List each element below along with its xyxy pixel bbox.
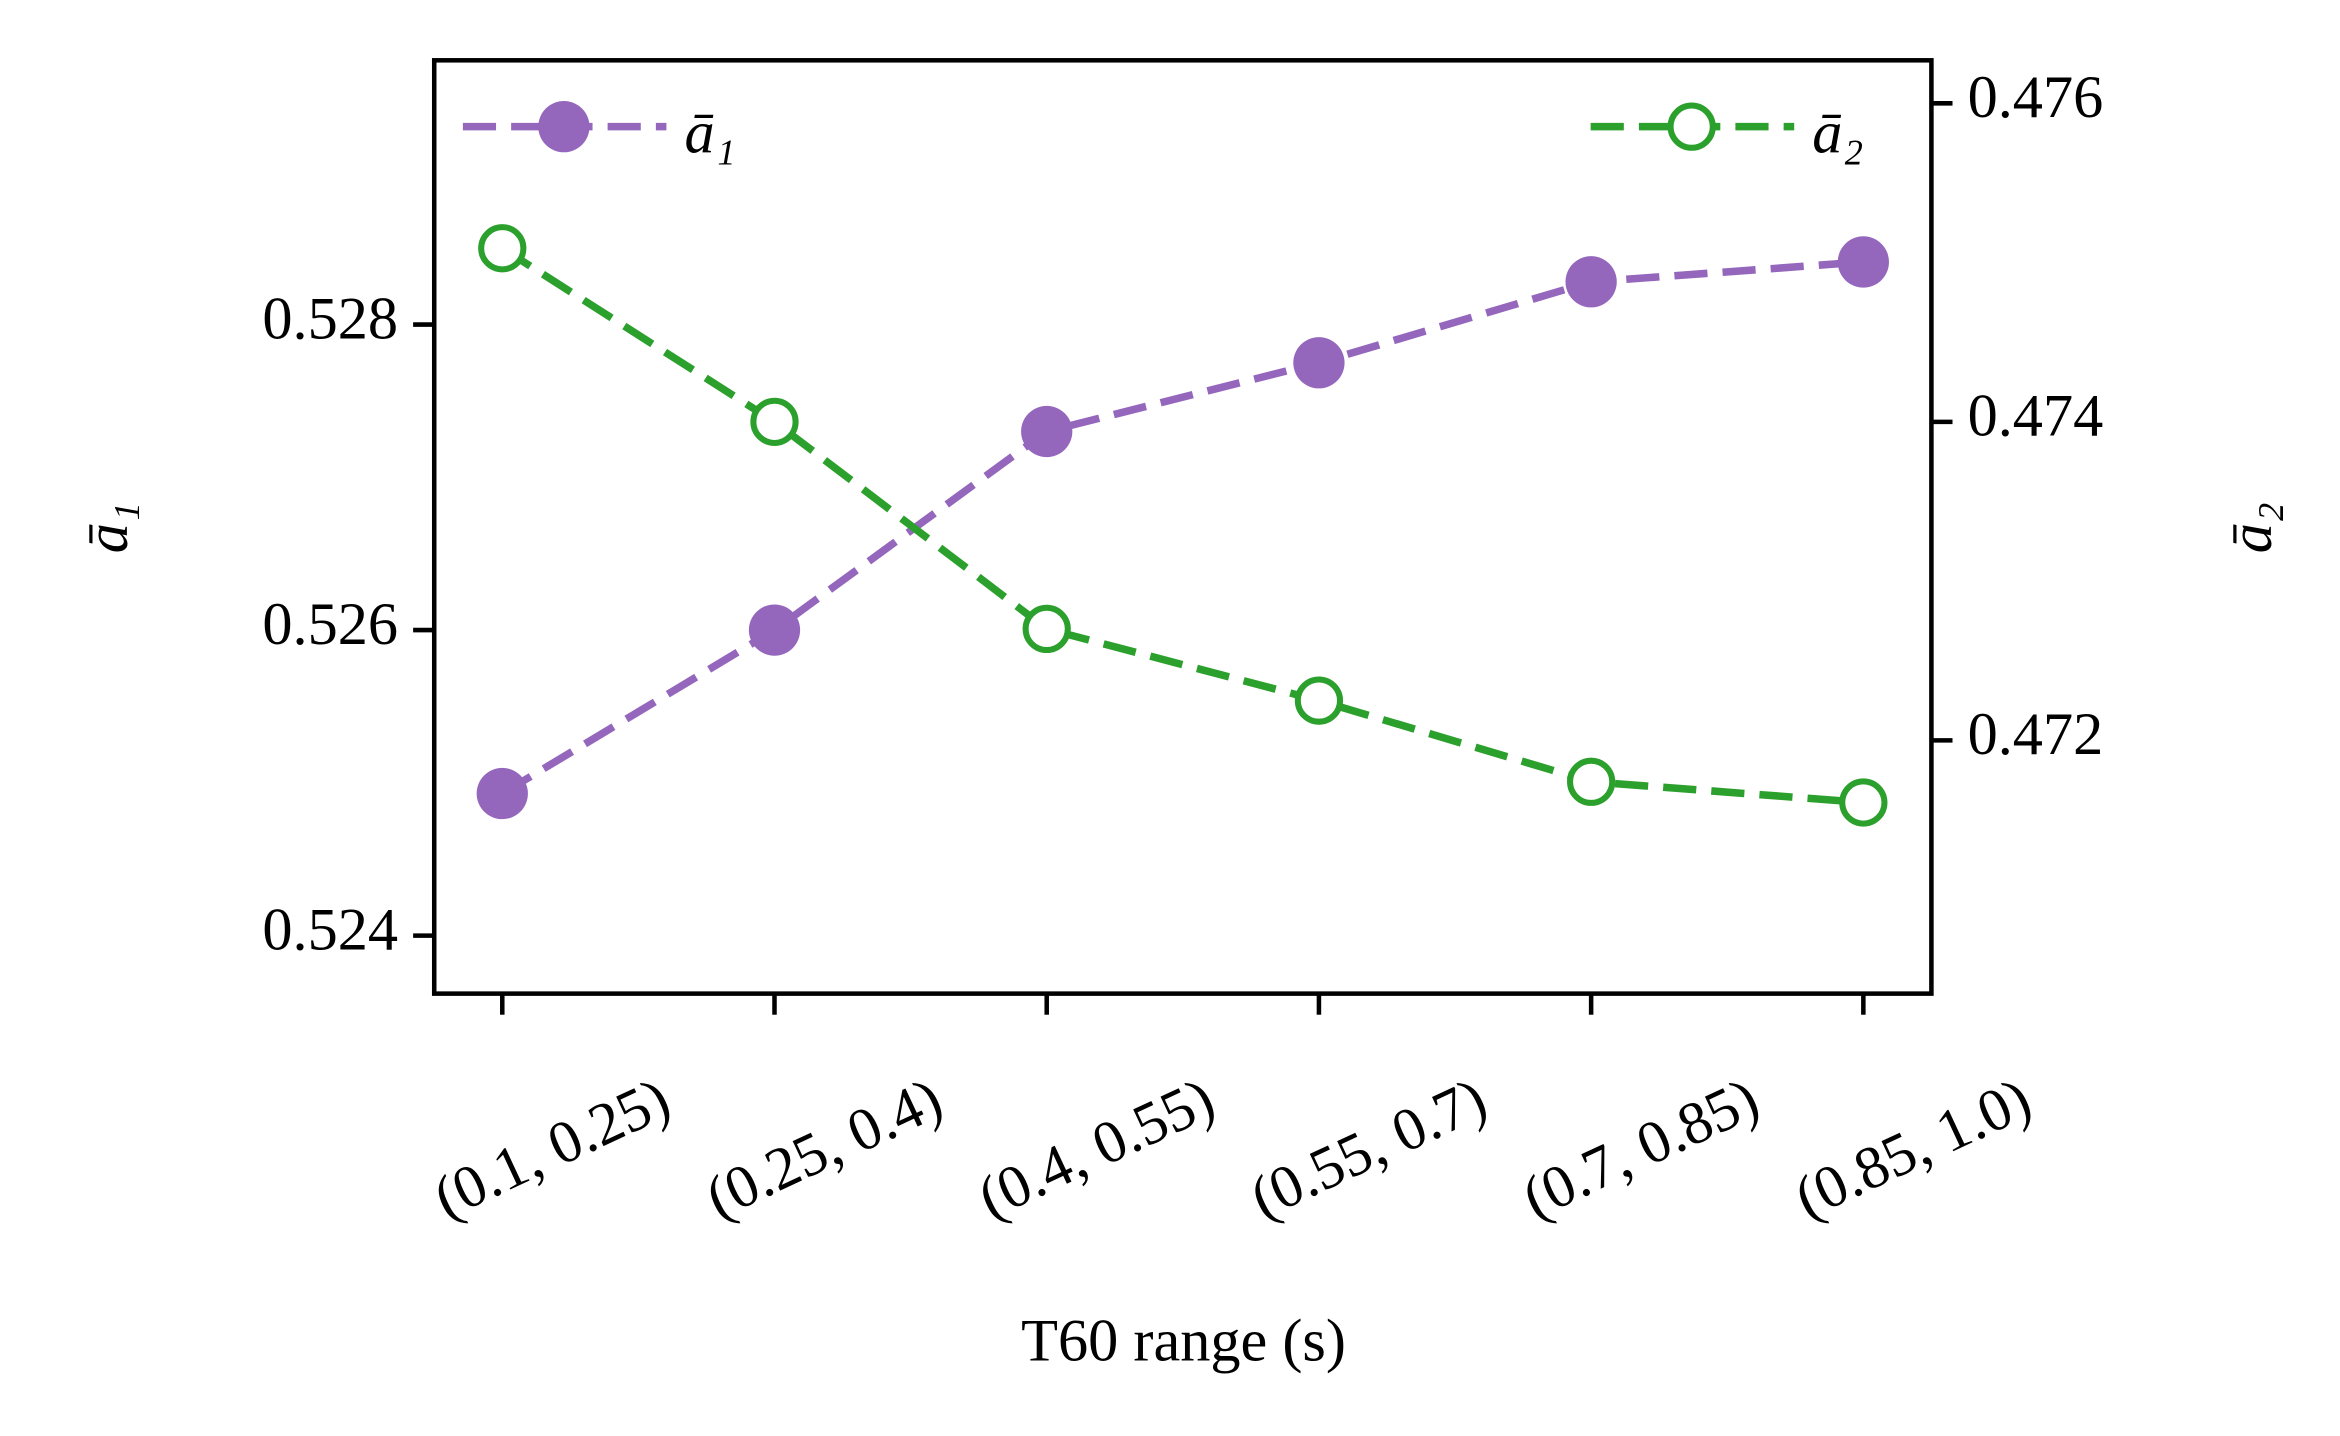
point <box>748 604 801 656</box>
legend-marker <box>1667 102 1716 151</box>
point <box>1839 778 1888 827</box>
point <box>1022 604 1071 654</box>
series-line <box>500 245 1864 807</box>
legend-label: ā₂ <box>1812 100 1863 167</box>
point <box>478 224 527 273</box>
point <box>1294 676 1344 725</box>
y-tick-label: 0.528 <box>262 285 398 352</box>
point <box>1293 337 1345 389</box>
y2-tick-label: 0.472 <box>1968 701 2104 768</box>
y2-tick-label: 0.474 <box>1968 383 2104 450</box>
point <box>1021 405 1073 458</box>
y-tick-label: 0.524 <box>262 896 398 963</box>
series-line <box>500 258 1864 797</box>
x-tick-label: (0.7, 0.85) <box>1513 1065 1769 1232</box>
x-tick-label: (0.1, 0.25) <box>424 1065 680 1232</box>
point <box>1567 757 1616 806</box>
legend-marker <box>538 101 590 153</box>
y2-tick-label: 0.476 <box>1968 64 2104 131</box>
legend-label: ā₁ <box>685 100 736 167</box>
point <box>1565 256 1617 308</box>
x-tick-label: (0.55, 0.7) <box>1241 1065 1497 1232</box>
x-tick-label: (0.4, 0.55) <box>968 1065 1224 1232</box>
y2-axis-label: ā₂ <box>2218 502 2285 553</box>
plot-frame <box>431 58 1934 996</box>
y-axis-label: ā₁ <box>74 502 141 553</box>
point <box>1837 236 1889 288</box>
x-axis-label: T60 range (s) <box>1021 1307 1346 1374</box>
x-tick-label: (0.25, 0.4) <box>696 1065 952 1232</box>
point <box>750 397 799 446</box>
y-tick-label: 0.526 <box>262 591 398 658</box>
x-tick-label: (0.85, 1.0) <box>1785 1065 2041 1232</box>
point <box>476 767 528 820</box>
